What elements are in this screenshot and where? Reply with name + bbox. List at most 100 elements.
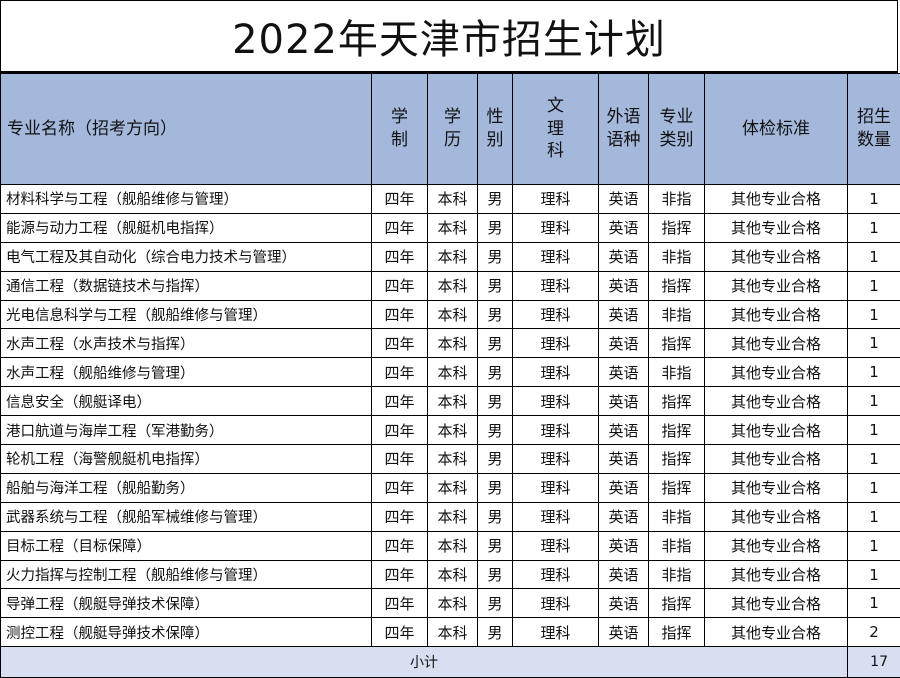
cell-gender: 男 [478,589,513,618]
cell-degree: 本科 [428,387,478,416]
cell-stream: 理科 [513,445,599,474]
cell-quota: 1 [848,300,900,329]
subtotal-label: 小计 [1,647,848,678]
cell-stream: 理科 [513,502,599,531]
cell-stream: 理科 [513,589,599,618]
cell-duration: 四年 [372,358,428,387]
cell-gender: 男 [478,213,513,242]
cell-language: 英语 [599,589,649,618]
cell-degree: 本科 [428,589,478,618]
cell-name: 轮机工程（海警舰艇机电指挥） [1,445,372,474]
cell-physical: 其他专业合格 [705,242,848,271]
cell-duration: 四年 [372,213,428,242]
cell-name: 火力指挥与控制工程（舰船维修与管理） [1,560,372,589]
cell-duration: 四年 [372,445,428,474]
cell-degree: 本科 [428,473,478,502]
cell-language: 英语 [599,242,649,271]
cell-duration: 四年 [372,589,428,618]
cell-name: 信息安全（舰艇译电） [1,387,372,416]
cell-physical: 其他专业合格 [705,416,848,445]
cell-name: 能源与动力工程（舰艇机电指挥） [1,213,372,242]
cell-quota: 1 [848,445,900,474]
cell-language: 英语 [599,185,649,214]
cell-gender: 男 [478,560,513,589]
header-language: 外语语种 [599,74,649,185]
cell-stream: 理科 [513,358,599,387]
cell-category: 指挥 [649,387,705,416]
cell-stream: 理科 [513,213,599,242]
cell-name: 目标工程（目标保障） [1,531,372,560]
cell-duration: 四年 [372,271,428,300]
cell-physical: 其他专业合格 [705,300,848,329]
cell-gender: 男 [478,618,513,647]
header-degree: 学历 [428,74,478,185]
cell-language: 英语 [599,213,649,242]
cell-gender: 男 [478,358,513,387]
cell-name: 光电信息科学与工程（舰船维修与管理） [1,300,372,329]
cell-stream: 理科 [513,242,599,271]
header-row: 专业名称（招考方向） 学制 学历 性别 文理科 外语语种 专业类别 体检标准 招… [1,74,900,185]
cell-quota: 1 [848,185,900,214]
cell-gender: 男 [478,242,513,271]
cell-physical: 其他专业合格 [705,618,848,647]
cell-duration: 四年 [372,185,428,214]
cell-gender: 男 [478,416,513,445]
cell-degree: 本科 [428,358,478,387]
cell-gender: 男 [478,473,513,502]
cell-category: 指挥 [649,473,705,502]
cell-name: 水声工程（舰船维修与管理） [1,358,372,387]
cell-stream: 理科 [513,473,599,502]
cell-category: 非指 [649,185,705,214]
header-degree-text: 学历 [443,106,462,152]
cell-physical: 其他专业合格 [705,473,848,502]
admission-table: 专业名称（招考方向） 学制 学历 性别 文理科 外语语种 专业类别 体检标准 招… [0,73,900,678]
cell-degree: 本科 [428,416,478,445]
cell-category: 指挥 [649,589,705,618]
cell-duration: 四年 [372,329,428,358]
cell-stream: 理科 [513,300,599,329]
cell-stream: 理科 [513,271,599,300]
cell-category: 指挥 [649,445,705,474]
cell-category: 非指 [649,560,705,589]
cell-name: 导弹工程（舰艇导弹技术保障） [1,589,372,618]
cell-physical: 其他专业合格 [705,329,848,358]
cell-language: 英语 [599,329,649,358]
cell-physical: 其他专业合格 [705,445,848,474]
cell-name: 港口航道与海岸工程（军港勤务） [1,416,372,445]
cell-quota: 1 [848,213,900,242]
cell-gender: 男 [478,271,513,300]
subtotal-value: 17 [848,647,900,678]
cell-duration: 四年 [372,560,428,589]
cell-duration: 四年 [372,416,428,445]
table-header: 专业名称（招考方向） 学制 学历 性别 文理科 外语语种 专业类别 体检标准 招… [1,74,900,185]
header-stream: 文理科 [513,74,599,185]
cell-quota: 2 [848,618,900,647]
cell-language: 英语 [599,358,649,387]
subtotal-row: 小计 17 [1,647,900,678]
header-name: 专业名称（招考方向） [1,74,372,185]
cell-category: 非指 [649,531,705,560]
cell-duration: 四年 [372,387,428,416]
cell-quota: 1 [848,358,900,387]
cell-quota: 1 [848,271,900,300]
header-gender-text: 性别 [486,106,505,152]
cell-category: 指挥 [649,618,705,647]
cell-language: 英语 [599,473,649,502]
cell-duration: 四年 [372,300,428,329]
cell-name: 测控工程（舰艇导弹技术保障） [1,618,372,647]
cell-gender: 男 [478,502,513,531]
header-gender: 性别 [478,74,513,185]
cell-degree: 本科 [428,531,478,560]
